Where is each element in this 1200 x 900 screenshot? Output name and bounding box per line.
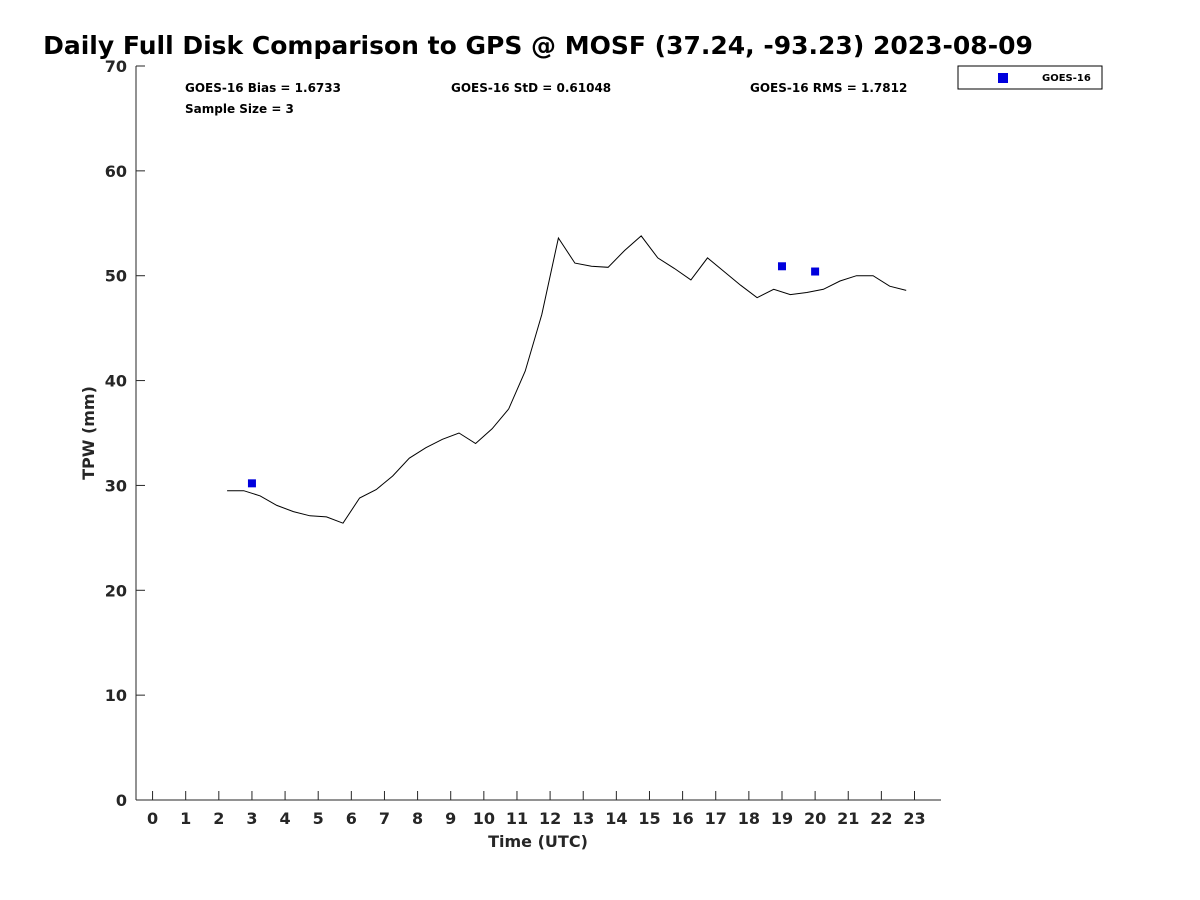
- chart-title: Daily Full Disk Comparison to GPS @ MOSF…: [43, 31, 1033, 60]
- x-tick-label: 6: [346, 809, 357, 828]
- x-tick-label: 11: [506, 809, 528, 828]
- legend-label-goes16: GOES-16: [1042, 73, 1091, 84]
- y-tick-label: 30: [105, 476, 127, 495]
- y-tick-label: 20: [105, 581, 127, 600]
- y-tick-label: 50: [105, 267, 127, 286]
- x-tick-label: 12: [539, 809, 561, 828]
- x-tick-label: 2: [213, 809, 224, 828]
- y-tick-label: 0: [116, 791, 127, 810]
- x-tick-label: 19: [771, 809, 793, 828]
- x-tick-label: 23: [903, 809, 925, 828]
- x-tick-label: 7: [379, 809, 390, 828]
- x-tick-label: 16: [671, 809, 693, 828]
- y-axis-label: TPW (mm): [79, 386, 98, 480]
- gps-tpw-line: [227, 235, 907, 524]
- x-tick-label: 1: [180, 809, 191, 828]
- stat-rms: GOES-16 RMS = 1.7812: [750, 81, 907, 95]
- legend-marker-goes16: [998, 73, 1008, 83]
- legend: GOES-16: [957, 65, 1103, 90]
- plot-frame: [135, 66, 941, 801]
- stat-std: GOES-16 StD = 0.61048: [451, 81, 611, 95]
- x-tick-label: 5: [313, 809, 324, 828]
- x-axis: 0 1 2 3 4 5 6 7 8 9 10 11 12 13 14 15 16 17 18 19 20 21 22 23: [147, 791, 926, 828]
- x-tick-label: 0: [147, 809, 158, 828]
- y-tick-label: 60: [105, 162, 127, 181]
- x-tick-label: 13: [572, 809, 594, 828]
- x-tick-label: 3: [246, 809, 257, 828]
- y-tick-label: 10: [105, 686, 127, 705]
- y-axis: 0 10 20 30 40 50 60 70: [105, 57, 145, 810]
- x-tick-label: 15: [638, 809, 660, 828]
- x-axis-label: Time (UTC): [488, 832, 588, 851]
- x-tick-label: 10: [473, 809, 495, 828]
- legend-box: [957, 65, 1103, 90]
- y-tick-label: 40: [105, 372, 127, 391]
- x-tick-label: 20: [804, 809, 826, 828]
- x-tick-label: 22: [870, 809, 892, 828]
- x-tick-label: 17: [705, 809, 727, 828]
- goes16-point: [811, 267, 820, 276]
- x-tick-label: 18: [738, 809, 760, 828]
- y-tick-label: 70: [105, 57, 127, 76]
- x-tick-label: 9: [445, 809, 456, 828]
- stat-sample-size: Sample Size = 3: [185, 102, 294, 116]
- stat-bias: GOES-16 Bias = 1.6733: [185, 81, 341, 95]
- goes16-point: [777, 262, 786, 271]
- goes16-point: [247, 479, 256, 488]
- x-tick-label: 14: [605, 809, 627, 828]
- x-tick-label: 21: [837, 809, 859, 828]
- x-tick-label: 8: [412, 809, 423, 828]
- x-tick-label: 4: [280, 809, 291, 828]
- series-layer: [227, 235, 907, 524]
